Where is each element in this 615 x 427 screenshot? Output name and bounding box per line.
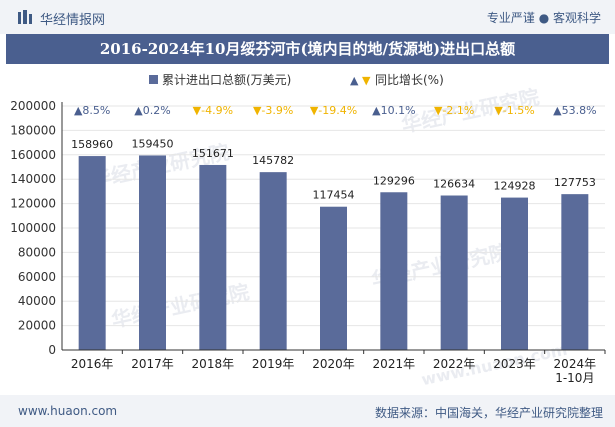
x-tick-label: 2017年 <box>131 357 174 371</box>
footer-url[interactable]: www.huaon.com <box>18 404 118 418</box>
data-label: 129296 <box>373 174 415 187</box>
x-tick-label: 2019年 <box>252 357 295 371</box>
data-label: 124928 <box>494 180 536 193</box>
x-tick-label: 2020年 <box>312 357 355 371</box>
y-tick-label: 200000 <box>10 99 56 113</box>
x-tick-label: 2022年 <box>433 357 476 371</box>
x-tick-label: 2018年 <box>192 357 235 371</box>
y-tick-label: 40000 <box>18 294 56 308</box>
y-tick-label: 60000 <box>18 270 56 284</box>
legend-bar-label: 累计进出口总额(万美元) <box>162 73 291 87</box>
y-tick-label: 100000 <box>10 221 56 235</box>
bar <box>320 206 347 350</box>
legend-yoy-label: 同比增长(%) <box>375 73 444 87</box>
data-label: 159450 <box>132 137 174 150</box>
y-tick-label: 0 <box>48 343 56 357</box>
legend-up-icon: ▲ <box>350 74 359 87</box>
yoy-label: ▼-2.1% <box>434 104 474 117</box>
yoy-label: ▼-1.5% <box>494 104 534 117</box>
top-banner: 华经情报网 专业严谨 ● 客观科学 <box>0 0 615 34</box>
bar <box>199 164 227 350</box>
yoy-label: ▲53.8% <box>553 104 596 117</box>
chart-title: 2016-2024年10月绥芬河市(境内目的地/货源地)进出口总额 <box>6 34 609 64</box>
bar <box>440 195 468 350</box>
y-tick-label: 80000 <box>18 245 56 259</box>
legend-down-icon: ▼ <box>362 74 371 87</box>
bar <box>561 194 589 350</box>
bar-chart: 累计进出口总额(万美元) ▲ ▼ 同比增长(%) 158960 ▲8.5% 1594… <box>10 73 606 385</box>
tagline: 专业严谨 ● 客观科学 <box>486 11 601 25</box>
logo-icon <box>18 10 32 24</box>
data-label: 126634 <box>433 178 475 191</box>
bar <box>139 155 166 350</box>
legend-bar-swatch <box>149 75 158 84</box>
brand-name: 华经情报网 <box>40 13 106 28</box>
x-tick-label: 2023年 <box>493 357 536 371</box>
yoy-label: ▼-19.4% <box>310 104 357 117</box>
y-tick-label: 120000 <box>10 197 56 211</box>
yoy-label: ▼-4.9% <box>193 104 233 117</box>
y-tick-label: 20000 <box>18 319 56 333</box>
data-label: 151671 <box>192 147 234 160</box>
footer: www.huaon.com 数据来源：中国海关，华经产业研究院整理 <box>0 395 615 427</box>
legend: 累计进出口总额(万美元) ▲ ▼ 同比增长(%) <box>149 73 444 87</box>
x-tick-label: 2024年 1-10月 <box>554 357 597 385</box>
yoy-label: ▲0.2% <box>134 104 170 117</box>
data-source: 数据来源：中国海关，华经产业研究院整理 <box>374 406 603 420</box>
data-label: 145782 <box>252 154 294 167</box>
yoy-label: ▼-3.9% <box>253 104 293 117</box>
bar <box>380 192 408 350</box>
data-label: 127753 <box>554 176 596 189</box>
bar <box>78 156 106 350</box>
data-label: 158960 <box>71 138 113 151</box>
bar <box>259 172 287 350</box>
x-tick-label: 2016年 <box>71 357 114 371</box>
bar <box>501 197 528 350</box>
y-tick-label: 180000 <box>10 123 56 137</box>
yoy-label: ▲8.5% <box>74 104 110 117</box>
data-label: 117454 <box>313 189 355 202</box>
yoy-label: ▲10.1% <box>372 104 415 117</box>
y-tick-label: 140000 <box>10 172 56 186</box>
y-tick-label: 160000 <box>10 148 56 162</box>
x-tick-label: 2021年 <box>373 357 416 371</box>
